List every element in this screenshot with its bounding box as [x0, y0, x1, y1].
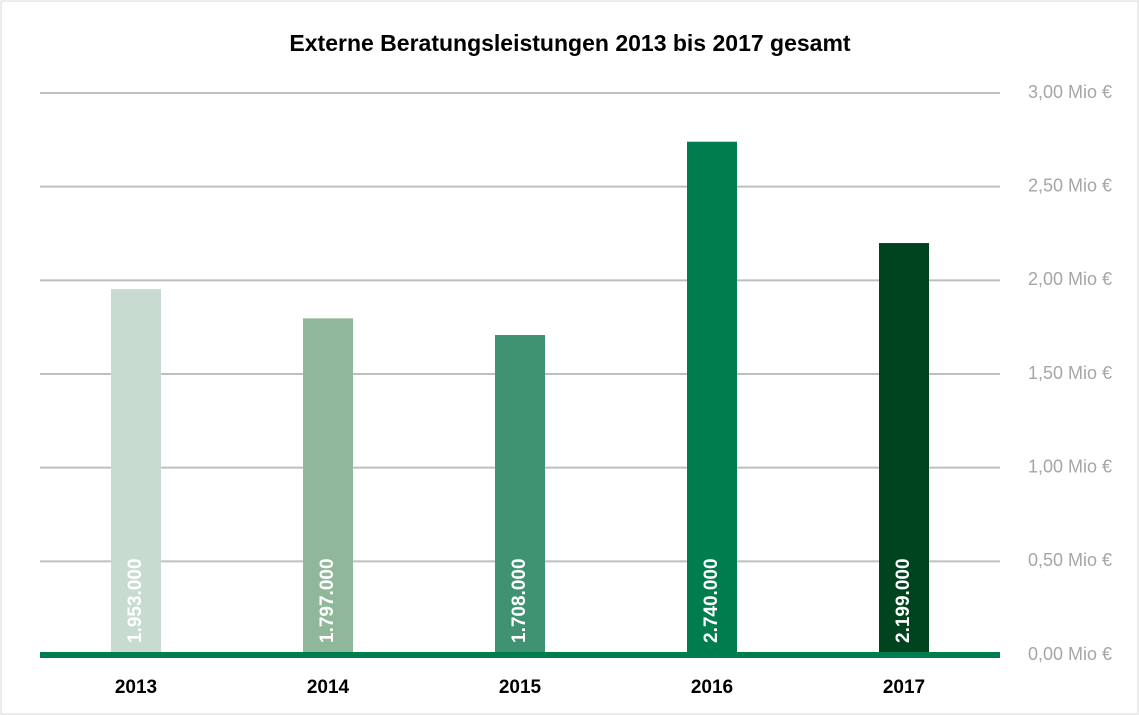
x-tick-label: 2016 — [691, 677, 733, 698]
bar — [687, 141, 737, 655]
y-tick-label: 2,00 Mio € — [1028, 269, 1112, 289]
value-label: 2.740.000 — [701, 558, 722, 643]
value-label: 1.797.000 — [317, 558, 338, 643]
y-tick-label: 3,00 Mio € — [1028, 82, 1112, 102]
y-tick-label: 1,50 Mio € — [1028, 363, 1112, 383]
bar — [495, 335, 545, 655]
value-label: 1.953.000 — [125, 558, 146, 643]
y-tick-label: 1,00 Mio € — [1028, 456, 1112, 476]
chart-title: Externe Beratungsleistungen 2013 bis 201… — [289, 30, 851, 56]
y-tick-label: 0,50 Mio € — [1028, 550, 1112, 570]
y-tick-label: 0,00 Mio € — [1028, 644, 1112, 664]
bar — [111, 289, 161, 655]
value-label: 2.199.000 — [893, 558, 914, 643]
x-tick-label: 2013 — [115, 677, 157, 698]
y-tick-label: 2,50 Mio € — [1028, 175, 1112, 195]
x-tick-label: 2015 — [499, 677, 542, 698]
bar — [303, 318, 353, 655]
bar — [879, 243, 929, 655]
x-tick-label: 2014 — [307, 677, 350, 698]
x-tick-label: 2017 — [883, 677, 925, 698]
value-label: 1.708.000 — [509, 558, 530, 643]
